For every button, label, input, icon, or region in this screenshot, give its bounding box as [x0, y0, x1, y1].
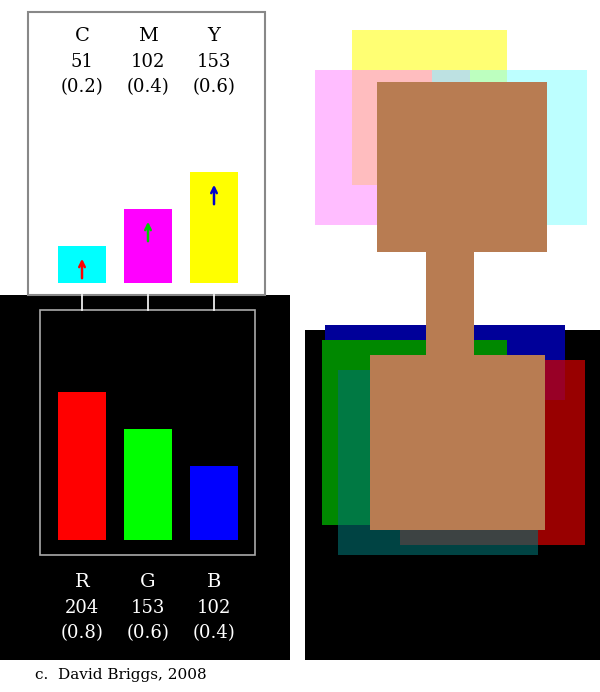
- Text: (0.8): (0.8): [61, 624, 103, 642]
- Text: R: R: [74, 573, 89, 591]
- Text: B: B: [207, 573, 221, 591]
- Text: 153: 153: [131, 599, 165, 617]
- Text: Y: Y: [208, 27, 220, 45]
- Bar: [315, 70, 470, 225]
- Bar: [325, 325, 565, 400]
- Bar: [352, 30, 507, 185]
- Text: 153: 153: [197, 53, 231, 71]
- Text: M: M: [138, 27, 158, 45]
- Text: (0.2): (0.2): [61, 78, 103, 96]
- Bar: [124, 209, 172, 283]
- Text: Black + 0.8 R + 0.6 G + 0.4 B: Black + 0.8 R + 0.6 G + 0.4 B: [317, 645, 583, 662]
- Bar: [28, 12, 265, 295]
- Bar: [400, 360, 585, 545]
- Text: 102: 102: [197, 599, 231, 617]
- Text: =: =: [443, 620, 457, 637]
- Text: (0.6): (0.6): [127, 624, 169, 642]
- Text: 204: 204: [65, 599, 99, 617]
- Bar: [58, 246, 106, 283]
- Bar: [124, 429, 172, 540]
- Bar: [432, 70, 587, 225]
- Bar: [190, 172, 238, 283]
- Bar: [190, 466, 238, 540]
- Text: White - 0.2 C - 0.4 M - 0.6 Y: White - 0.2 C - 0.4 M - 0.6 Y: [328, 590, 572, 607]
- Text: (0.4): (0.4): [127, 78, 169, 96]
- Text: (0.6): (0.6): [193, 78, 235, 96]
- Text: (0.4): (0.4): [193, 624, 235, 642]
- Bar: [426, 252, 474, 330]
- Text: 51: 51: [71, 53, 94, 71]
- Text: 102: 102: [131, 53, 165, 71]
- Bar: [58, 392, 106, 540]
- Bar: [426, 305, 474, 360]
- Bar: [305, 330, 600, 660]
- Bar: [370, 355, 545, 530]
- Bar: [322, 340, 507, 525]
- Text: c.  David Briggs, 2008: c. David Briggs, 2008: [35, 668, 206, 682]
- Bar: [338, 370, 538, 555]
- Bar: [40, 310, 255, 555]
- Text: C: C: [74, 27, 89, 45]
- Bar: [0, 295, 290, 660]
- Bar: [377, 82, 547, 252]
- Text: G: G: [140, 573, 156, 591]
